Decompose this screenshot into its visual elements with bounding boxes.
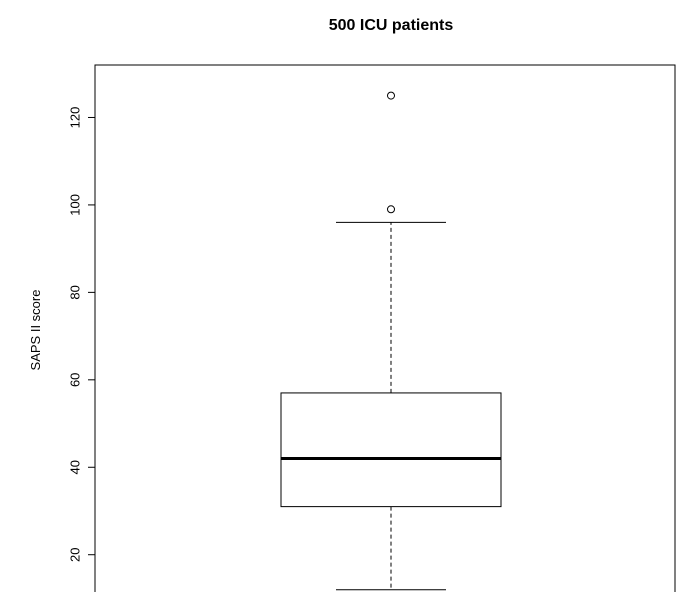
y-axis-label: SAPS II score — [28, 290, 43, 371]
box-group — [280, 91, 502, 591]
plot-frame — [94, 64, 676, 592]
y-tick-label-80: 80 — [68, 285, 83, 299]
y-tick-label-20: 20 — [68, 547, 83, 561]
y-tick-label-100: 100 — [68, 194, 83, 216]
chart-title: 500 ICU patients — [329, 17, 454, 34]
y-tick-label-60: 60 — [68, 373, 83, 387]
outlier-point-1 — [387, 205, 395, 214]
y-tick-label-40: 40 — [68, 460, 83, 474]
y-axis: 20 40 60 80 100 120 — [68, 107, 95, 562]
y-tick-label-120: 120 — [68, 107, 83, 129]
iqr-box — [280, 392, 502, 508]
outlier-point-2 — [387, 91, 395, 100]
